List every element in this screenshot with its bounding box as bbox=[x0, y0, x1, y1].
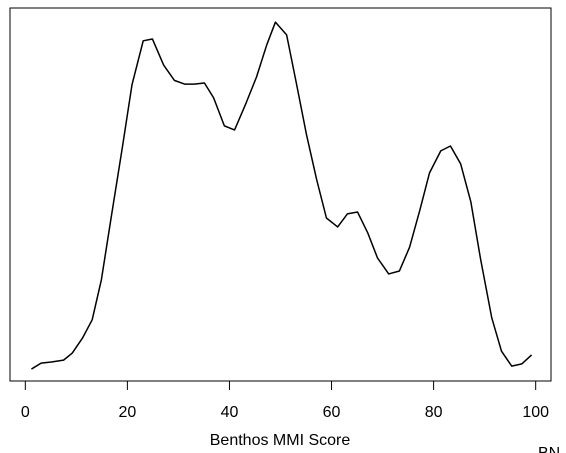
x-tick-label: 40 bbox=[221, 404, 239, 421]
plot-frame bbox=[9, 7, 552, 382]
x-tick-label: 20 bbox=[118, 404, 136, 421]
annotation: BN-3 bbox=[538, 445, 566, 453]
x-tick-label: 60 bbox=[323, 404, 341, 421]
x-axis-label: Benthos MMI Score bbox=[210, 432, 351, 449]
density-line bbox=[31, 21, 533, 370]
x-tick-label: 0 bbox=[21, 404, 30, 421]
x-tick-label: 80 bbox=[425, 404, 443, 421]
x-tick-label: 100 bbox=[522, 404, 549, 421]
